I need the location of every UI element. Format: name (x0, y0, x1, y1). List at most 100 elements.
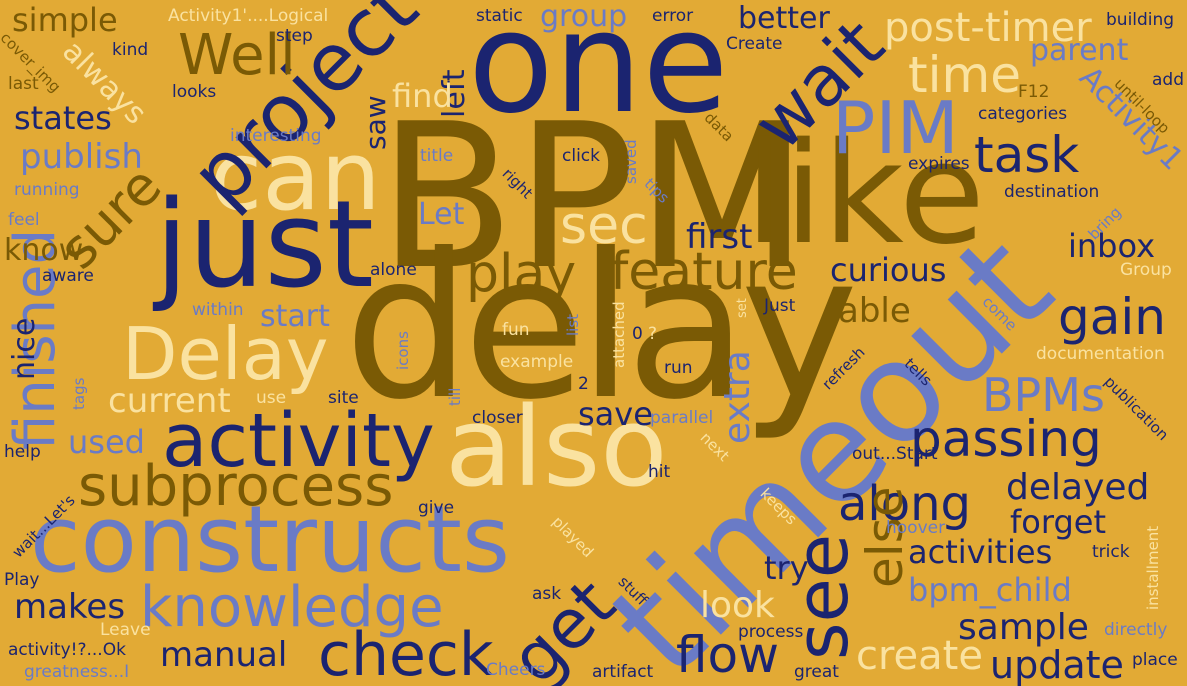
word-click: click (562, 146, 600, 166)
word-let: Let (418, 197, 465, 232)
word-documentation: documentation (1036, 344, 1165, 364)
word-out-start: out...Start (852, 444, 938, 464)
word-activities: activities (908, 533, 1053, 571)
word-play-cap: Play (4, 570, 40, 590)
word-nice: nice (7, 317, 42, 380)
word-states: states (14, 99, 112, 137)
word-current: current (108, 381, 231, 421)
word-hoover: hoover (886, 518, 946, 538)
word-two: 2 (578, 374, 589, 394)
word-greatness: greatness...I (24, 662, 130, 682)
word-forget: forget (1010, 503, 1106, 541)
word-ask: ask (532, 584, 562, 604)
word-group-cap: Group (1120, 260, 1172, 280)
word-update: update (990, 643, 1124, 686)
word-cheers: Cheers (486, 660, 546, 680)
word-delay: delay (344, 211, 858, 444)
word-bpm-child: bpm_child (908, 571, 1072, 609)
word-site: site (328, 388, 359, 408)
word-can: can (210, 122, 381, 232)
word-directly: directly (1104, 620, 1168, 640)
word-feel: feel (8, 210, 40, 230)
word-installment: installment (1144, 525, 1162, 610)
word-add: add (1152, 70, 1184, 90)
word-parent: parent (1030, 33, 1129, 68)
word-passing: passing (910, 410, 1102, 468)
word-aware: aware (42, 266, 94, 286)
word-publication: publication (1100, 372, 1173, 445)
word-pim: PIM (832, 86, 959, 170)
word-played: played (548, 512, 598, 562)
word-save: save (578, 395, 653, 433)
word-check: check (318, 620, 494, 686)
word-makes: makes (14, 587, 126, 627)
word-interesting: interesting (230, 126, 322, 146)
word-set: set (735, 298, 750, 318)
word-try: try (764, 549, 809, 587)
word-activity: activity (162, 398, 435, 484)
word-f12: F12 (1018, 82, 1050, 102)
word-feature: feature (610, 242, 798, 302)
word-task: task (974, 126, 1080, 184)
word-constructs: constructs (30, 486, 510, 593)
word-delay-cap: Delay (122, 312, 329, 396)
word-hit: hit (648, 462, 671, 482)
word-building: building (1106, 10, 1175, 30)
word-publish: publish (20, 137, 143, 177)
word-closer: closer (472, 408, 523, 428)
word-use: use (256, 388, 287, 408)
word-example: example (500, 352, 574, 372)
word-sec: sec (560, 196, 648, 256)
word-within: within (192, 300, 244, 320)
word-gain: gain (1058, 288, 1166, 346)
word-activity-ok: activity!?...Ok (8, 640, 126, 660)
word-simple: simple (12, 1, 118, 39)
word-till: till (446, 387, 464, 406)
word-like: like (745, 113, 986, 276)
word-attached: attached (610, 301, 628, 368)
word-categories: categories (978, 104, 1068, 124)
word-find: find (392, 77, 453, 115)
word-run: run (664, 358, 693, 378)
word-static: static (476, 6, 523, 26)
word-able: able (838, 291, 911, 331)
word-also: also (445, 383, 668, 511)
word-delayed: delayed (1006, 467, 1150, 508)
word-question: ? (648, 324, 658, 344)
word-better: better (738, 1, 830, 36)
word-knowledge: knowledge (140, 575, 444, 640)
word-look: look (700, 585, 775, 626)
word-curious: curious (830, 251, 947, 289)
word-inbox: inbox (1068, 227, 1156, 265)
word-bpm: BPM (378, 81, 809, 314)
word-step: step (276, 26, 313, 46)
word-process: process (738, 622, 804, 642)
word-parallel: parallel (650, 408, 714, 428)
word-help: help (4, 442, 41, 462)
word-activity1-logical: Activity1'....Logical (168, 6, 329, 26)
word-first: first (686, 217, 753, 257)
word-list: list (564, 313, 582, 336)
word-zero: 0 (632, 324, 643, 344)
word-subprocess: subprocess (78, 454, 394, 519)
word-looks: looks (172, 82, 217, 102)
word-create: create (856, 633, 983, 679)
word-sample: sample (958, 607, 1089, 648)
word-leave: Leave (100, 620, 151, 640)
word-great: great (794, 662, 839, 682)
word-saved: saved (622, 139, 640, 184)
word-along: along (838, 476, 972, 532)
word-alone: alone (370, 260, 417, 280)
word-manual: manual (160, 635, 288, 675)
word-error: error (652, 6, 694, 26)
word-give: give (418, 498, 455, 518)
word-one: one (468, 0, 729, 145)
word-time: time (908, 46, 1021, 104)
word-icons: icons (394, 331, 412, 370)
word-extra: extra (717, 350, 758, 444)
word-just: just (155, 176, 374, 315)
word-destination: destination (1004, 182, 1100, 202)
word-fun: fun (502, 320, 530, 340)
word-play: play (466, 244, 577, 304)
